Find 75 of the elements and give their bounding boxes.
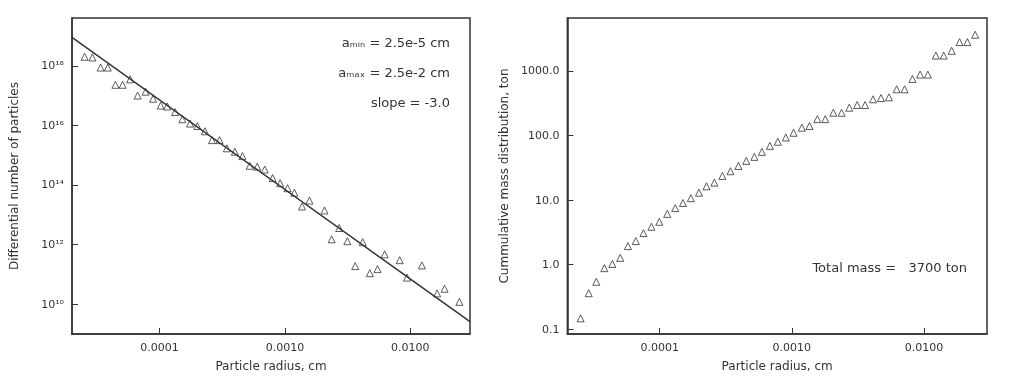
- point: [663, 209, 672, 218]
- point: [584, 289, 593, 298]
- y-tick-label: 10¹⁸: [41, 59, 65, 73]
- point: [939, 51, 948, 60]
- x-tick-label: 0.0010: [772, 341, 812, 354]
- y-tick-label: 10¹⁶: [41, 118, 65, 132]
- point: [781, 133, 790, 142]
- x-tick-label: 0.0001: [140, 341, 179, 354]
- point: [734, 161, 743, 170]
- x-axis-title: Particle radius, cm: [215, 359, 327, 373]
- point: [853, 101, 862, 110]
- point: [931, 51, 940, 60]
- x-tick-label: 0.0100: [904, 341, 944, 354]
- annotation: slope = -3.0: [370, 95, 450, 110]
- point: [908, 74, 917, 83]
- y-tick-label: 1.0: [541, 258, 560, 272]
- point: [955, 38, 964, 47]
- point: [639, 229, 648, 238]
- point: [623, 242, 632, 251]
- point: [694, 188, 703, 197]
- point: [592, 277, 601, 286]
- y-axis-title: Cummulative mass distribution, ton: [497, 68, 511, 284]
- point: [829, 108, 838, 117]
- point: [616, 253, 625, 262]
- point: [655, 217, 664, 226]
- point: [884, 93, 893, 102]
- y-tick-label: 10.0: [534, 193, 560, 207]
- point: [900, 85, 909, 94]
- point: [869, 95, 878, 104]
- annotation: aₘᵢₙ = 2.5e-5 cm: [341, 35, 450, 50]
- point: [805, 122, 814, 131]
- y-tick-label: 100.0: [527, 128, 560, 142]
- point: [963, 38, 972, 47]
- point: [686, 194, 695, 203]
- x-tick-label: 0.0010: [265, 341, 305, 354]
- point: [797, 123, 806, 132]
- x-tick-label: 0.0100: [390, 341, 430, 354]
- point: [837, 108, 846, 117]
- y-tick-label: 10¹²: [41, 238, 64, 252]
- point: [671, 204, 680, 213]
- point: [757, 147, 766, 156]
- point: [947, 46, 956, 55]
- point: [742, 156, 751, 165]
- y-tick-label: 0.1: [541, 322, 560, 336]
- point: [647, 222, 656, 231]
- point: [845, 103, 854, 112]
- x-tick-label: 0.0001: [640, 341, 679, 354]
- point: [726, 167, 735, 176]
- point: [916, 70, 925, 79]
- point: [861, 101, 870, 110]
- point: [923, 70, 932, 79]
- point: [718, 171, 727, 180]
- y-axis-title: Differential number of particles: [7, 82, 21, 270]
- point: [702, 182, 711, 191]
- y-tick-label: 1000.0: [520, 64, 560, 78]
- y-tick-label: 10¹⁴: [41, 178, 65, 192]
- point: [600, 264, 609, 273]
- point: [679, 198, 687, 207]
- point: [821, 115, 830, 124]
- point: [813, 115, 822, 124]
- point: [750, 152, 759, 161]
- annotation: Total mass = 3700 ton: [811, 260, 967, 275]
- point: [608, 260, 617, 268]
- point: [892, 85, 901, 94]
- point: [877, 94, 886, 103]
- point: [789, 128, 798, 137]
- x-axis-title: Particle radius, cm: [721, 359, 833, 373]
- point: [971, 30, 980, 39]
- y-tick-label: 10¹⁰: [41, 297, 65, 311]
- point: [765, 141, 774, 150]
- point: [710, 178, 719, 187]
- point: [773, 137, 782, 146]
- point: [631, 237, 640, 246]
- annotation: aₘₐₓ = 2.5e-2 cm: [338, 65, 450, 80]
- point: [576, 314, 585, 323]
